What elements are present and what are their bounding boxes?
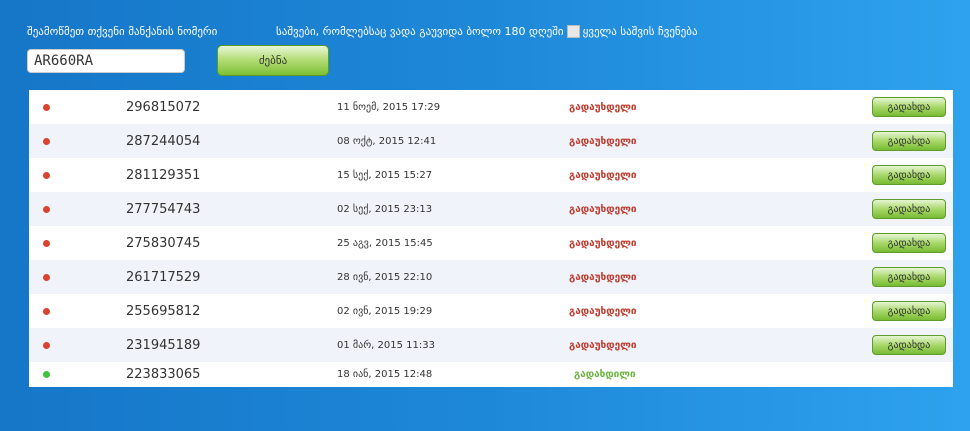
status-dot-icon <box>43 239 50 247</box>
permit-date: 18 იან, 2015 12:48 <box>337 369 433 380</box>
status-badge: გადაუხდელი <box>569 203 637 215</box>
status-dot-icon <box>43 371 50 378</box>
permit-date: 28 ივნ, 2015 22:10 <box>337 271 433 283</box>
status-badge: გადაუხდელი <box>569 237 637 249</box>
permit-number: 261717529 <box>126 269 201 285</box>
permit-date: 08 ოქტ, 2015 12:41 <box>337 135 437 147</box>
permit-date: 25 აგვ, 2015 15:45 <box>337 237 433 249</box>
status-badge: გადაუხდელი <box>569 305 637 317</box>
status-badge: გადაუხდელი <box>569 169 637 181</box>
pay-button[interactable]: გადახდა <box>872 335 946 355</box>
permit-date: 02 ივნ, 2015 19:29 <box>337 305 433 317</box>
table-row: 255695812 02 ივნ, 2015 19:29 გადაუხდელი გ… <box>29 294 953 328</box>
expired-permits-label: საშვები, რომლებსაც ვადა გაუვიდა ბოლო 180… <box>276 25 564 38</box>
permit-number: 275830745 <box>126 235 201 251</box>
status-badge: გადაუხდელი <box>569 135 637 147</box>
table-row: 223833065 18 იან, 2015 12:48 გადახდილი <box>29 362 953 387</box>
status-dot-icon <box>43 137 50 145</box>
permit-number: 287244054 <box>126 133 201 149</box>
table-row: 275830745 25 აგვ, 2015 15:45 გადაუხდელი გ… <box>29 226 953 260</box>
status-dot-icon <box>43 171 50 179</box>
pay-button[interactable]: გადახდა <box>872 165 946 185</box>
table-row: 231945189 01 მარ, 2015 11:33 გადაუხდელი გ… <box>29 328 953 362</box>
table-row: 281129351 15 სექ, 2015 15:27 გადაუხდელი გ… <box>29 158 953 192</box>
table-row: 277754743 02 სექ, 2015 23:13 გადაუხდელი გ… <box>29 192 953 226</box>
table-row: 296815072 11 ნოემ, 2015 17:29 გადაუხდელი… <box>29 90 953 124</box>
status-dot-icon <box>43 103 50 111</box>
status-badge: გადაუხდელი <box>569 101 637 113</box>
status-badge: გადახდილი <box>574 369 636 380</box>
pay-button[interactable]: გადახდა <box>872 131 946 151</box>
status-dot-icon <box>43 205 50 213</box>
table-row: 261717529 28 ივნ, 2015 22:10 გადაუხდელი გ… <box>29 260 953 294</box>
check-plate-label: შეამოწმეთ თქვენი მანქანის ნომერი <box>27 25 218 38</box>
expired-permits-header: საშვები, რომლებსაც ვადა გაუვიდა ბოლო 180… <box>276 25 698 38</box>
permit-date: 11 ნოემ, 2015 17:29 <box>337 101 441 113</box>
permit-number: 296815072 <box>126 99 201 115</box>
permit-number: 231945189 <box>126 337 201 353</box>
status-badge: გადაუხდელი <box>569 271 637 283</box>
show-all-label: ყველა საშვის ჩვენება <box>582 25 698 38</box>
table-row: 287244054 08 ოქტ, 2015 12:41 გადაუხდელი გ… <box>29 124 953 158</box>
permit-date: 01 მარ, 2015 11:33 <box>337 339 435 351</box>
show-all-checkbox[interactable] <box>566 25 580 38</box>
plate-number-input[interactable]: AR660RA <box>27 49 185 73</box>
pay-button[interactable]: გადახდა <box>872 199 946 219</box>
status-badge: გადაუხდელი <box>569 339 637 351</box>
permit-date: 02 სექ, 2015 23:13 <box>337 203 433 215</box>
permits-table: 296815072 11 ნოემ, 2015 17:29 გადაუხდელი… <box>29 90 953 387</box>
permit-number: 223833065 <box>126 367 201 382</box>
status-dot-icon <box>43 273 50 281</box>
permit-number: 277754743 <box>126 201 201 217</box>
permit-number: 281129351 <box>126 167 201 183</box>
pay-button[interactable]: გადახდა <box>872 233 946 253</box>
status-dot-icon <box>43 307 50 315</box>
pay-button[interactable]: გადახდა <box>872 267 946 287</box>
pay-button[interactable]: გადახდა <box>872 97 946 117</box>
pay-button[interactable]: გადახდა <box>872 301 946 321</box>
status-dot-icon <box>43 341 50 349</box>
search-button[interactable]: ძებნა <box>217 45 329 76</box>
permit-date: 15 სექ, 2015 15:27 <box>337 169 433 181</box>
permit-number: 255695812 <box>126 303 201 319</box>
